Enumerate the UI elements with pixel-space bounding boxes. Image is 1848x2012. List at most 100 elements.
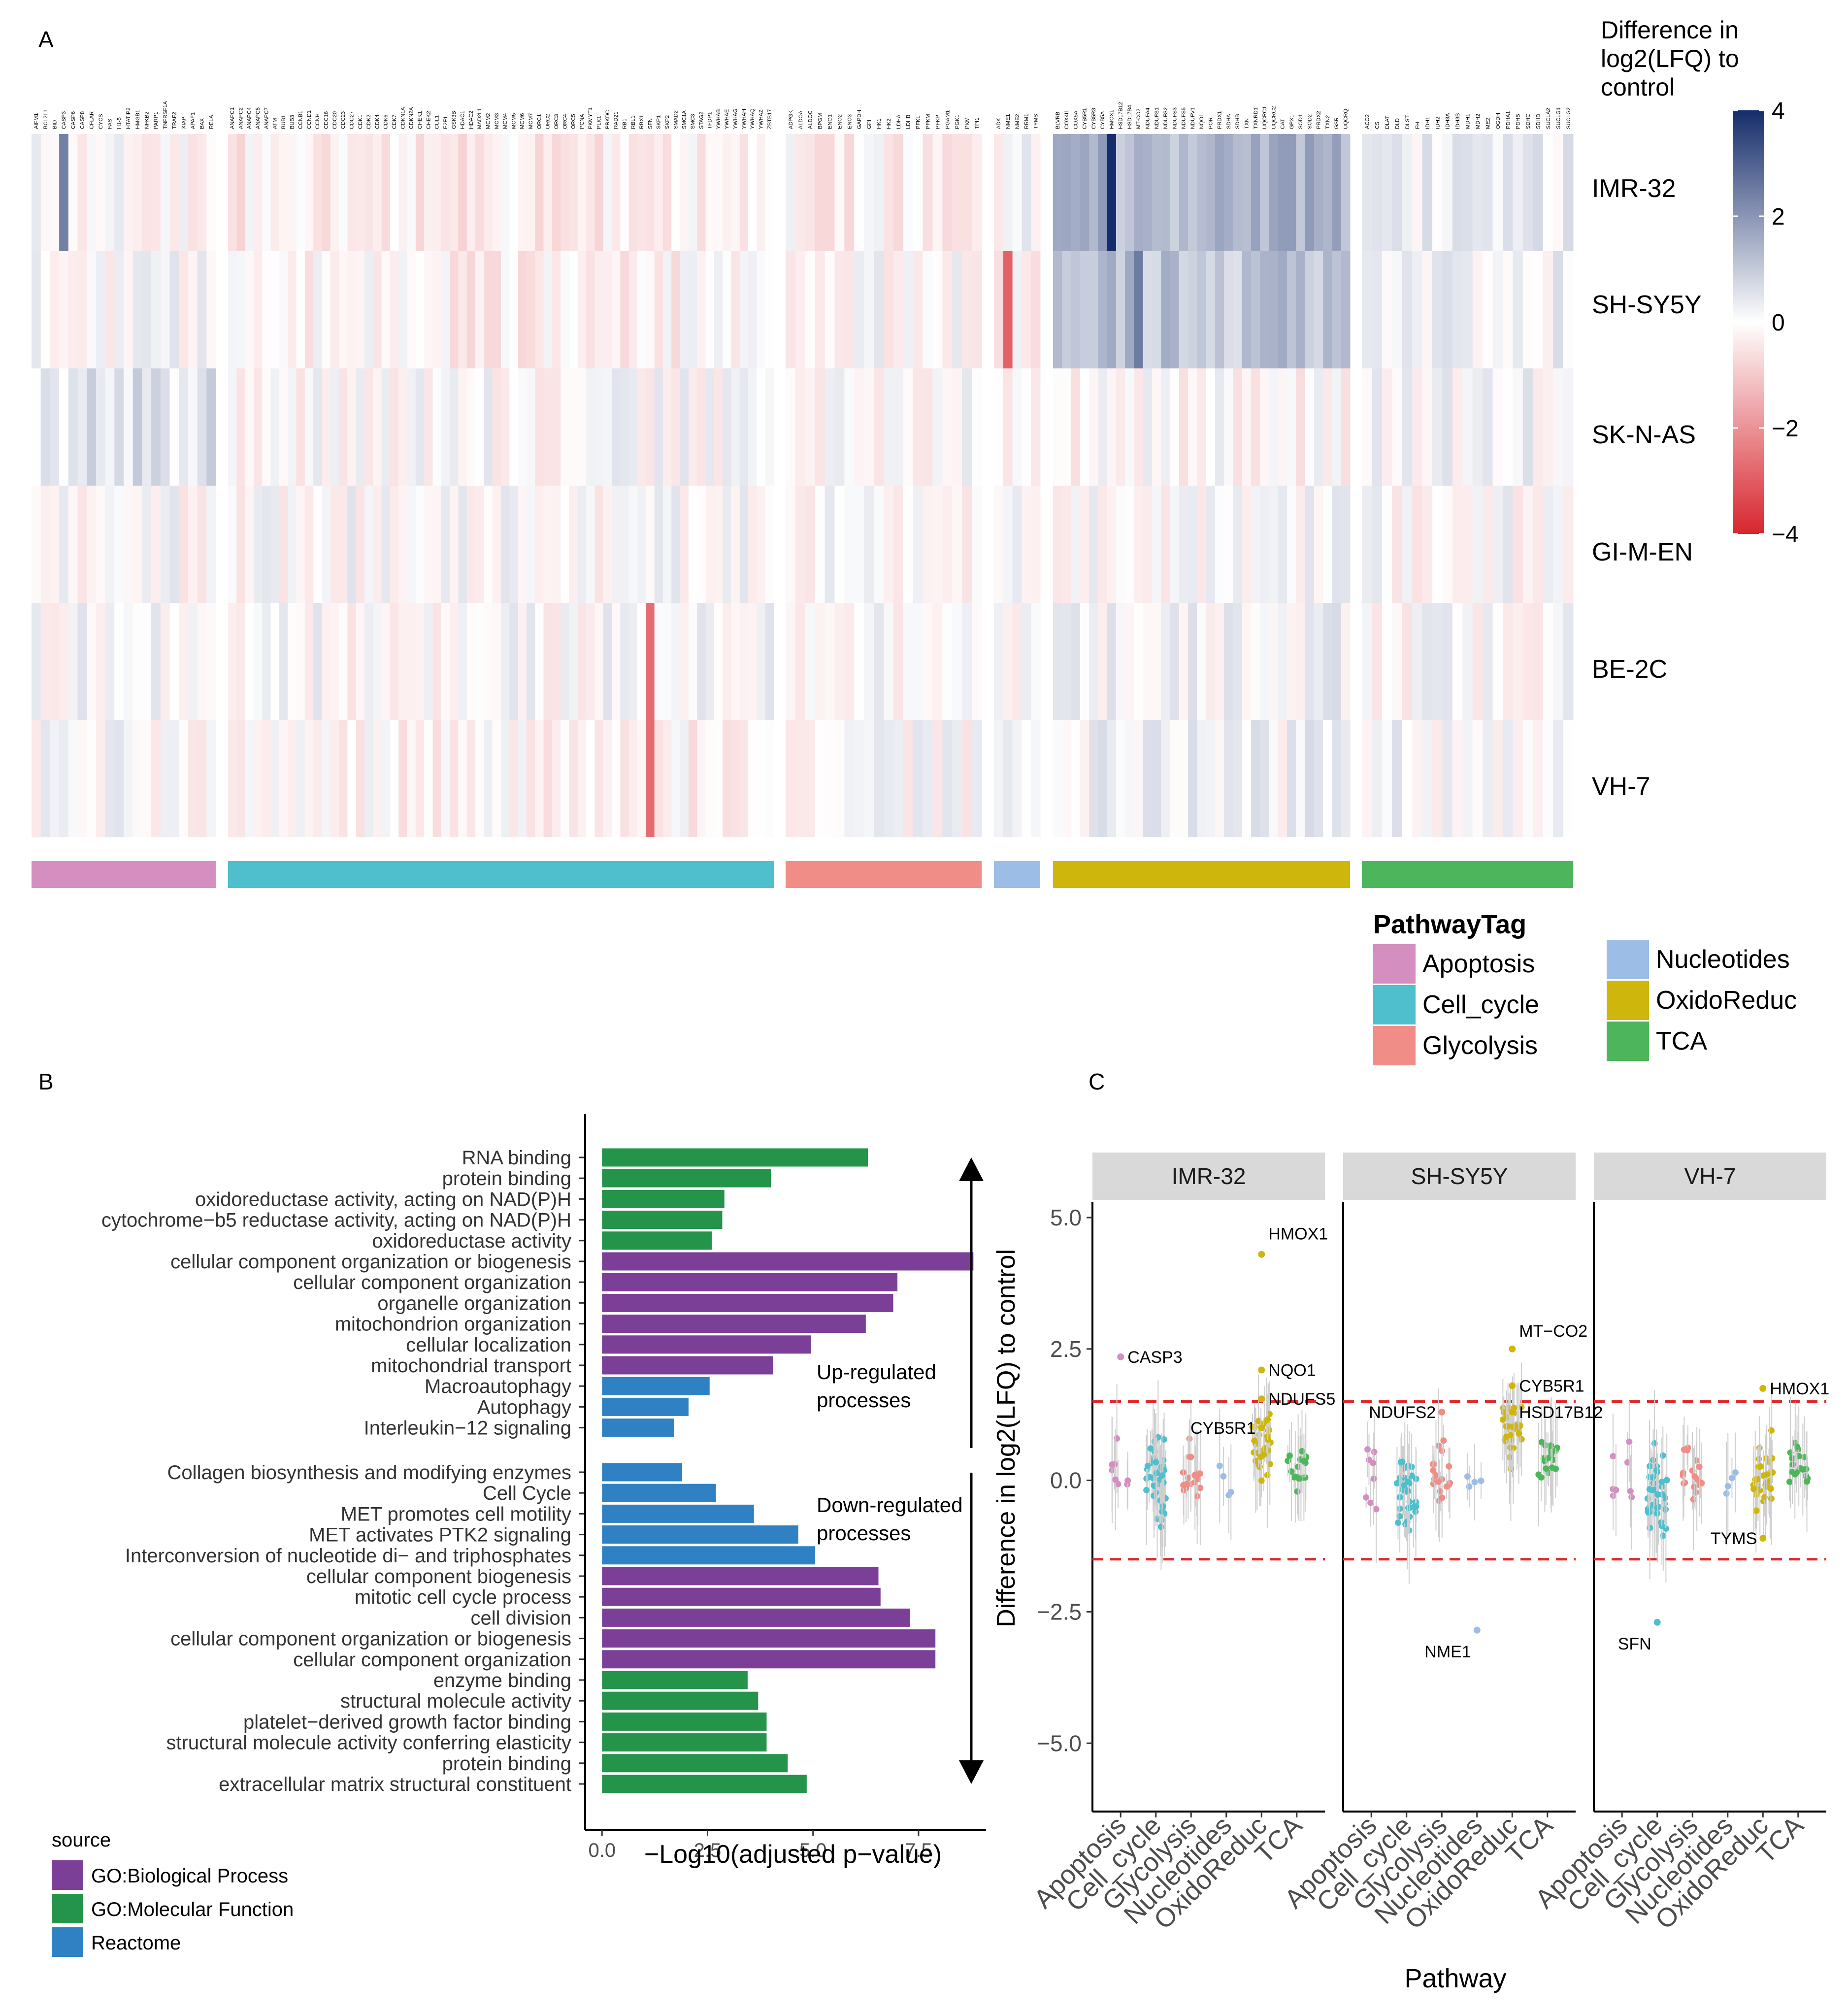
heatmap-cell — [825, 251, 835, 368]
heatmap-column-label: IDH3A — [1445, 113, 1451, 129]
heatmap-cell — [501, 251, 510, 368]
heatmap-cell — [492, 720, 501, 837]
heatmap-cell — [1332, 134, 1342, 251]
heatmap-cell — [1492, 603, 1503, 720]
heatmap-cell — [197, 486, 207, 603]
point-label: MT−CO2 — [1519, 1322, 1587, 1341]
heatmap-cell — [390, 486, 399, 603]
heatmap-cell — [1513, 368, 1523, 486]
heatmap-column-label: TYMS — [1033, 114, 1039, 129]
data-point — [1767, 1485, 1774, 1492]
heatmap-cell — [1382, 134, 1392, 251]
enrichment-term-label: cellular component organization — [293, 1649, 571, 1671]
heatmap-cell — [432, 603, 442, 720]
enrichment-bar — [602, 1335, 811, 1354]
heatmap-cell — [50, 486, 60, 603]
heatmap-cell — [206, 251, 216, 368]
heatmap-cell — [458, 603, 467, 720]
heatmap-cell — [1382, 486, 1392, 603]
annotation-oxidoreduc — [1053, 861, 1350, 888]
heatmap-cell — [723, 368, 731, 486]
heatmap-cell — [1278, 251, 1287, 368]
heatmap-cell — [854, 720, 864, 837]
heatmap-cell — [441, 251, 450, 368]
heatmap-column-label: SUCLG2 — [1566, 107, 1572, 129]
heatmap-cell — [620, 134, 629, 251]
heatmap-cell — [1031, 134, 1041, 251]
heatmap-cell — [1543, 720, 1553, 837]
heatmap-cell — [1080, 486, 1089, 603]
heatmap-cell — [1188, 368, 1197, 486]
heatmap-cell — [262, 368, 271, 486]
heatmap-column-label: PFKL — [916, 115, 922, 129]
heatmap-cell — [381, 720, 391, 837]
heatmap-column-label: H1-5 — [116, 117, 122, 129]
heatmap-cell — [923, 486, 933, 603]
heatmap-cell — [654, 368, 663, 486]
heatmap-cell — [543, 368, 553, 486]
heatmap-cell — [1116, 603, 1125, 720]
heatmap-column-label: CYB5A — [1100, 111, 1106, 129]
heatmap-cell — [662, 368, 672, 486]
heatmap-column-label: PLK1 — [596, 116, 602, 129]
heatmap-cell — [296, 368, 305, 486]
heatmap-cell — [586, 486, 595, 603]
heatmap-cell — [1314, 603, 1323, 720]
heatmap-cell — [1483, 486, 1493, 603]
heatmap-cell — [932, 720, 943, 837]
heatmap-cell — [864, 720, 874, 837]
heatmap-column-label: LDHB — [906, 115, 912, 129]
heatmap-cell — [637, 603, 646, 720]
heatmap-cell — [330, 251, 339, 368]
heatmap-cell — [612, 720, 621, 837]
scatter-y-tick-label: 2.5 — [1050, 1336, 1082, 1362]
heatmap-cell — [526, 486, 535, 603]
heatmap-cell — [1296, 134, 1306, 251]
heatmap-column-label: HDAC2 — [468, 111, 474, 129]
heatmap-cell — [347, 486, 357, 603]
data-point — [1624, 1459, 1631, 1466]
heatmap-cell — [330, 486, 339, 603]
heatmap-cell — [671, 486, 681, 603]
heatmap-cell — [77, 720, 87, 837]
heatmap-cell — [1242, 251, 1252, 368]
heatmap-column-label: SUCLA2 — [1546, 108, 1551, 129]
heatmap-column-label: CDK2 — [366, 115, 372, 129]
heatmap-cell — [1305, 134, 1315, 251]
heatmap-cell — [723, 134, 731, 251]
heatmap-cell — [952, 134, 962, 251]
heatmap-column-label: SOD2 — [1307, 114, 1313, 129]
heatmap-cell — [1012, 134, 1022, 251]
heatmap-cell — [407, 368, 416, 486]
data-point — [1432, 1472, 1439, 1479]
heatmap-cell — [535, 368, 544, 486]
heatmap-cell — [739, 134, 749, 251]
heatmap-cell — [1323, 251, 1332, 368]
heatmap-cell — [913, 603, 924, 720]
heatmap-cell — [364, 134, 373, 251]
heatmap-cell — [1224, 134, 1233, 251]
heatmap-column-label: PGK1 — [955, 115, 960, 129]
heatmap-cell — [197, 134, 207, 251]
heatmap-cell — [795, 720, 806, 837]
enrichment-bar — [602, 1775, 807, 1793]
heatmap-cell — [50, 603, 60, 720]
pathway-legend-label: TCA — [1656, 1027, 1707, 1055]
heatmap-cell — [1251, 486, 1260, 603]
heatmap-cell — [569, 134, 578, 251]
enrichment-term-label: organelle organization — [377, 1292, 571, 1314]
heatmap-cell — [188, 134, 198, 251]
heatmap-cell — [1422, 486, 1433, 603]
heatmap-cell — [680, 603, 689, 720]
data-point — [1691, 1484, 1698, 1490]
heatmap-cell — [903, 251, 914, 368]
heatmap-column-label: ADPGK — [788, 110, 794, 129]
heatmap-column-label: BLVRB — [1055, 112, 1061, 129]
heatmap-cell — [1341, 720, 1351, 837]
heatmap-cell — [1422, 368, 1433, 486]
heatmap-cell — [270, 720, 280, 837]
heatmap-cell — [1323, 368, 1332, 486]
heatmap-cell — [313, 486, 322, 603]
heatmap-cell — [1432, 368, 1443, 486]
